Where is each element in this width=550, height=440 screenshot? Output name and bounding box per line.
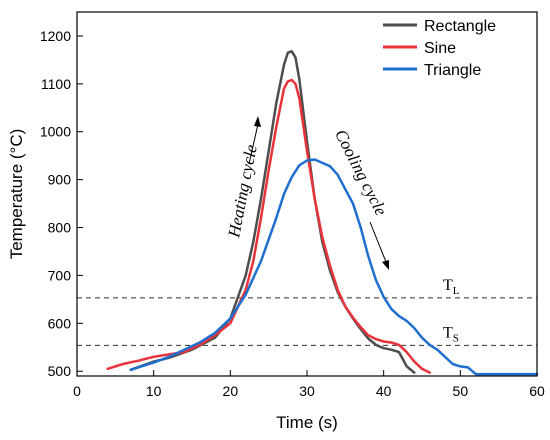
reference-label-l: TL: [443, 277, 460, 297]
y-tick-label: 600: [48, 315, 72, 331]
legend-label-rectangle: Rectangle: [424, 18, 496, 35]
x-tick-label: 0: [73, 383, 81, 399]
x-tick-label: 10: [146, 383, 162, 399]
legend: Rectangle Sine Triangle: [383, 18, 496, 79]
reference-lines: TL TS: [77, 277, 537, 346]
legend-label-sine: Sine: [424, 40, 456, 57]
y-tick-label: 500: [48, 363, 72, 379]
series-line-triangle: [129, 158, 539, 376]
legend-label-triangle: Triangle: [424, 62, 481, 79]
y-tick-label: 700: [48, 267, 72, 283]
series-line-sine: [106, 78, 431, 374]
heating-arrow-head: [254, 116, 261, 127]
y-axis-ticks: 500 600 700 800 900 1000 1100 1200: [40, 28, 83, 379]
cooling-cycle-annotation: Cooling cycle: [331, 126, 391, 219]
reference-label-s: TS: [443, 324, 459, 344]
y-tick-label: 1200: [40, 28, 71, 44]
cooling-arrow: [369, 221, 387, 263]
x-tick-label: 30: [299, 383, 315, 399]
y-tick-label: 800: [48, 220, 72, 236]
series-lines: [106, 50, 539, 376]
y-tick-label: 1000: [40, 124, 71, 140]
cooling-arrow-head: [382, 260, 389, 270]
x-axis-title: Time (s): [276, 413, 338, 432]
x-tick-label: 20: [223, 383, 239, 399]
heating-arrow: [248, 123, 259, 165]
x-tick-label: 60: [529, 383, 545, 399]
y-tick-label: 900: [48, 172, 72, 188]
x-tick-label: 40: [376, 383, 392, 399]
y-axis-title: Temperature (°C): [7, 129, 26, 260]
x-axis-ticks: 0 10 20 30 40 50 60: [73, 370, 545, 399]
x-tick-label: 50: [453, 383, 469, 399]
y-tick-label: 1100: [41, 76, 71, 92]
